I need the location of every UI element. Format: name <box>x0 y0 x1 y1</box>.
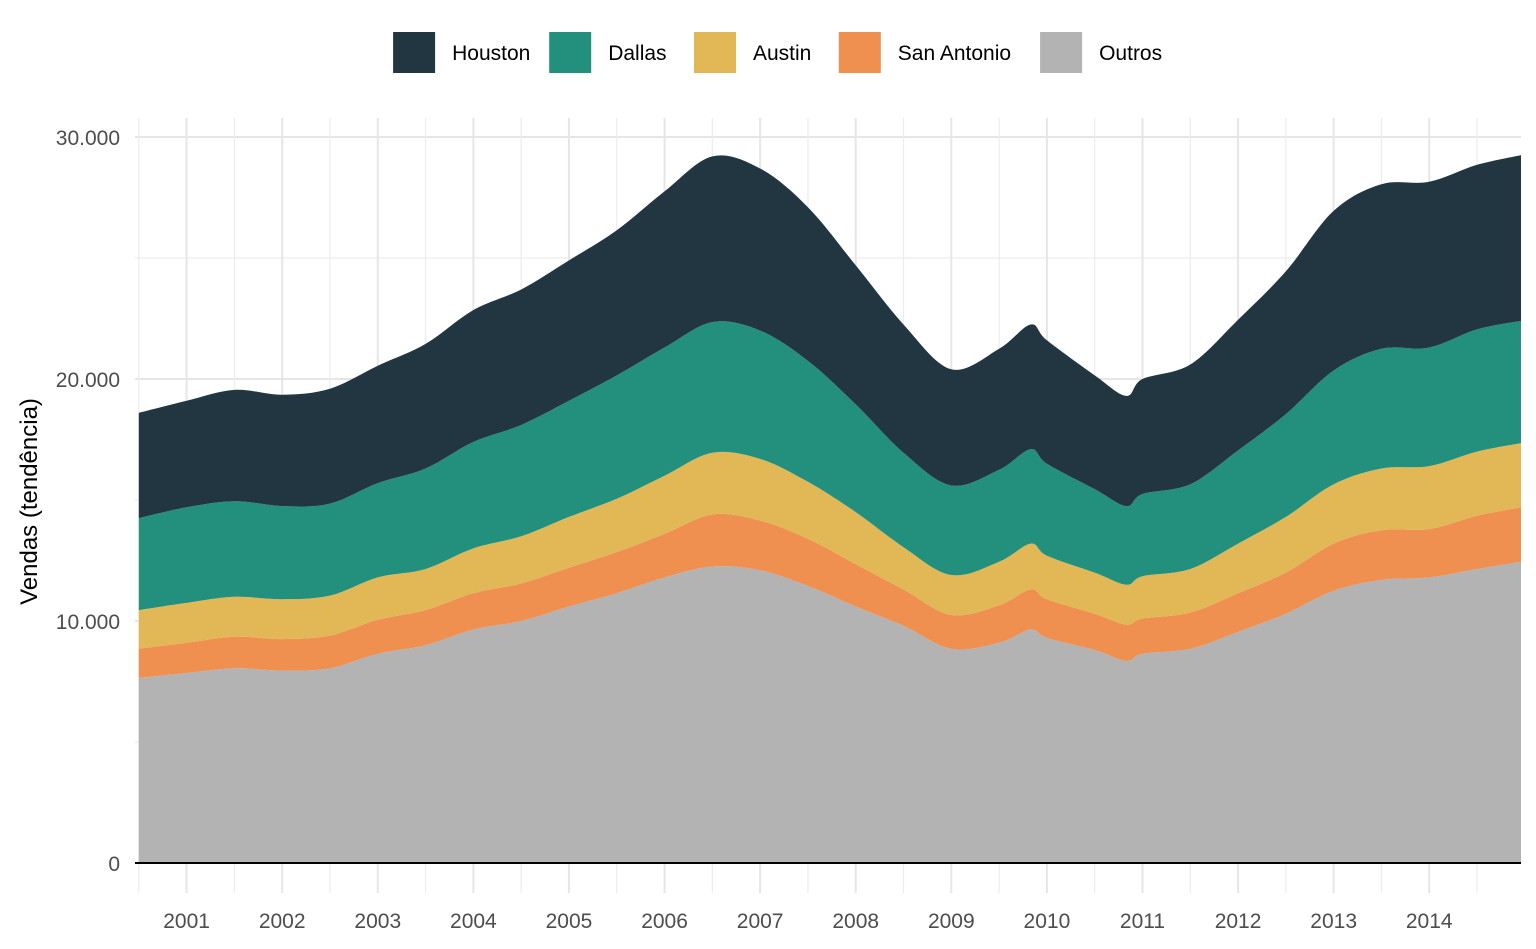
legend-label-outros: Outros <box>1099 42 1162 65</box>
x-tick-label: 2009 <box>928 910 975 933</box>
legend-key-austin <box>694 32 736 73</box>
legend-label-houston: Houston <box>452 42 530 65</box>
y-tick-label: 30.000 <box>56 127 120 150</box>
y-tick-label: 20.000 <box>56 369 120 392</box>
legend-key-san-antonio <box>838 32 881 73</box>
x-tick-label: 2004 <box>450 910 497 933</box>
series-areas <box>138 155 1521 864</box>
x-axis-ticks: 2001 2002 2003 2004 2005 2006 2007 2008 2009 2010… <box>163 910 1453 933</box>
legend-label-austin: Austin <box>753 42 811 65</box>
area-outros <box>138 561 1521 863</box>
x-tick-label: 2010 <box>1024 910 1071 933</box>
legend-label-san-antonio: San Antonio <box>898 42 1011 65</box>
x-tick-label: 2011 <box>1120 910 1165 933</box>
legend: Houston Dallas Austin San Antonio Outros <box>393 32 1162 73</box>
x-tick-label: 2008 <box>832 910 879 933</box>
y-tick-label: 0 <box>108 853 120 876</box>
x-tick-label: 2002 <box>259 910 306 933</box>
x-tick-label: 2003 <box>354 910 401 933</box>
x-tick-label: 2006 <box>641 910 688 933</box>
area-dallas <box>138 320 1521 863</box>
x-tick-label: 2013 <box>1310 910 1357 933</box>
x-tick-label: 2014 <box>1406 910 1453 933</box>
x-tick-label: 2007 <box>737 910 784 933</box>
y-tick-label: 10.000 <box>56 611 120 634</box>
x-tick-label: 2012 <box>1215 910 1262 933</box>
x-tick-label: 2005 <box>546 910 593 933</box>
area-san-antonio <box>138 507 1521 863</box>
y-axis-title: Vendas (tendência) <box>16 398 43 605</box>
area-austin <box>138 443 1521 863</box>
legend-key-outros <box>1040 32 1083 73</box>
legend-key-houston <box>393 32 436 73</box>
area-houston <box>138 155 1521 864</box>
y-axis-ticks: 0 10.000 20.000 30.000 <box>56 127 120 876</box>
x-tick-label: 2001 <box>163 910 210 933</box>
legend-label-dallas: Dallas <box>608 42 666 65</box>
legend-key-dallas <box>549 32 592 73</box>
